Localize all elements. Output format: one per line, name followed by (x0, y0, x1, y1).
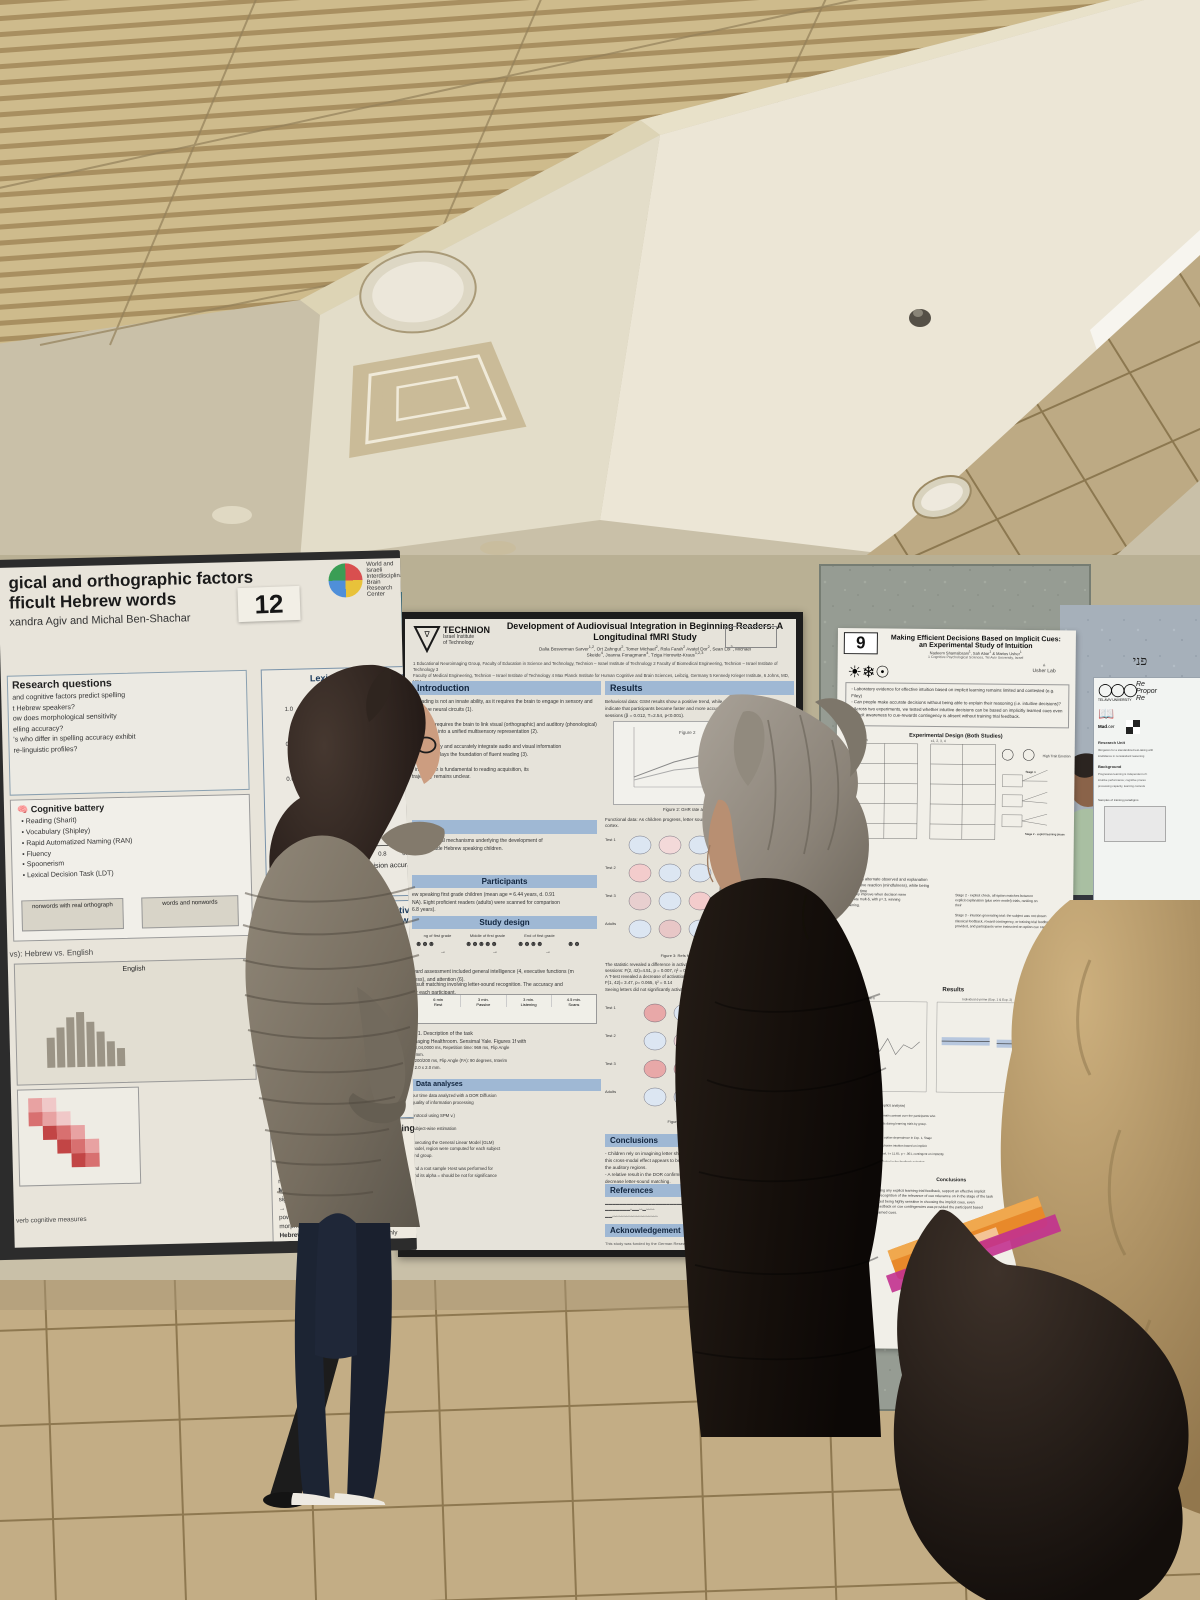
svg-text:High Trait Emotion: High Trait Emotion (1043, 754, 1071, 758)
svg-text:Stage 2 - explicit learning ph: Stage 2 - explicit learning phase (1025, 832, 1065, 836)
